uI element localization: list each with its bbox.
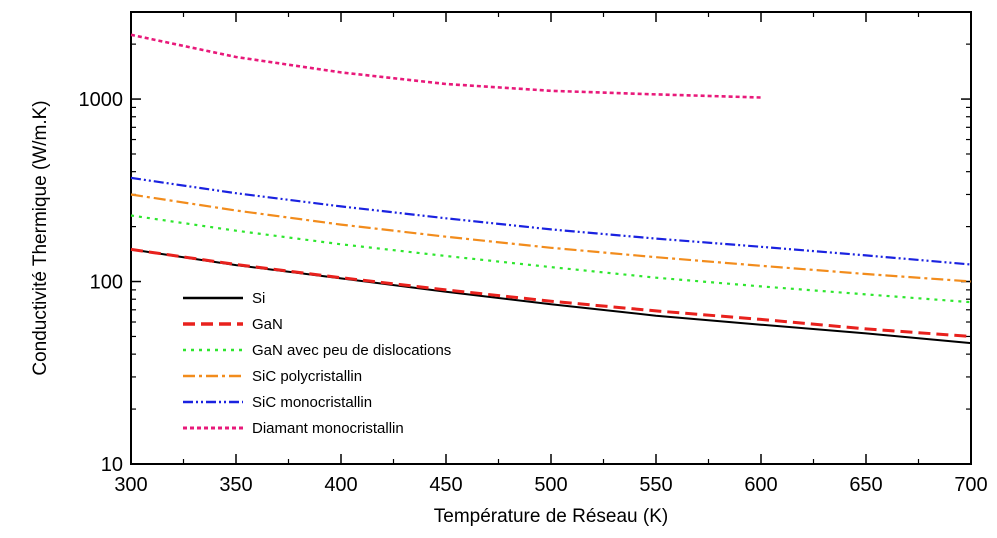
series-line-3: [130, 193, 972, 283]
y-tick-label: 100: [90, 272, 123, 294]
x-tick-label: 350: [219, 474, 252, 496]
series-line-2: [130, 214, 972, 304]
y-tick-label: 1000: [79, 89, 124, 111]
legend: Si GaN GaN avec peu de dislocations SiC pol…: [183, 290, 451, 437]
y-tick-label: 10: [101, 454, 123, 476]
x-tick-label: 700: [954, 474, 987, 496]
series-line-0: [130, 248, 972, 345]
x-tick-label: 500: [534, 474, 567, 496]
legend-label: GaN: [252, 316, 283, 333]
x-tick-label: 650: [849, 474, 882, 496]
x-tick-label: 600: [744, 474, 777, 496]
x-tick-label: 400: [324, 474, 357, 496]
x-tick-label: 450: [429, 474, 462, 496]
series-line-4: [130, 176, 972, 266]
legend-label: GaN avec peu de dislocations: [252, 342, 451, 359]
series-line-5: [130, 33, 762, 99]
tick-labels: 300 350 400 450 500 550 600 650 700 10 100 1000: [79, 89, 988, 496]
series-layer: [130, 33, 972, 345]
x-tick-label: 550: [639, 474, 672, 496]
legend-label: Si: [252, 290, 265, 307]
legend-label: SiC polycristallin: [252, 368, 362, 385]
legend-label: Diamant monocristallin: [252, 420, 404, 437]
series-line-1: [130, 247, 972, 338]
legend-label: SiC monocristallin: [252, 394, 372, 411]
y-axis-title: Conductivité Thermique (W/m.K): [30, 100, 51, 375]
x-axis-title: Température de Réseau (K): [434, 506, 668, 527]
x-tick-label: 300: [114, 474, 147, 496]
